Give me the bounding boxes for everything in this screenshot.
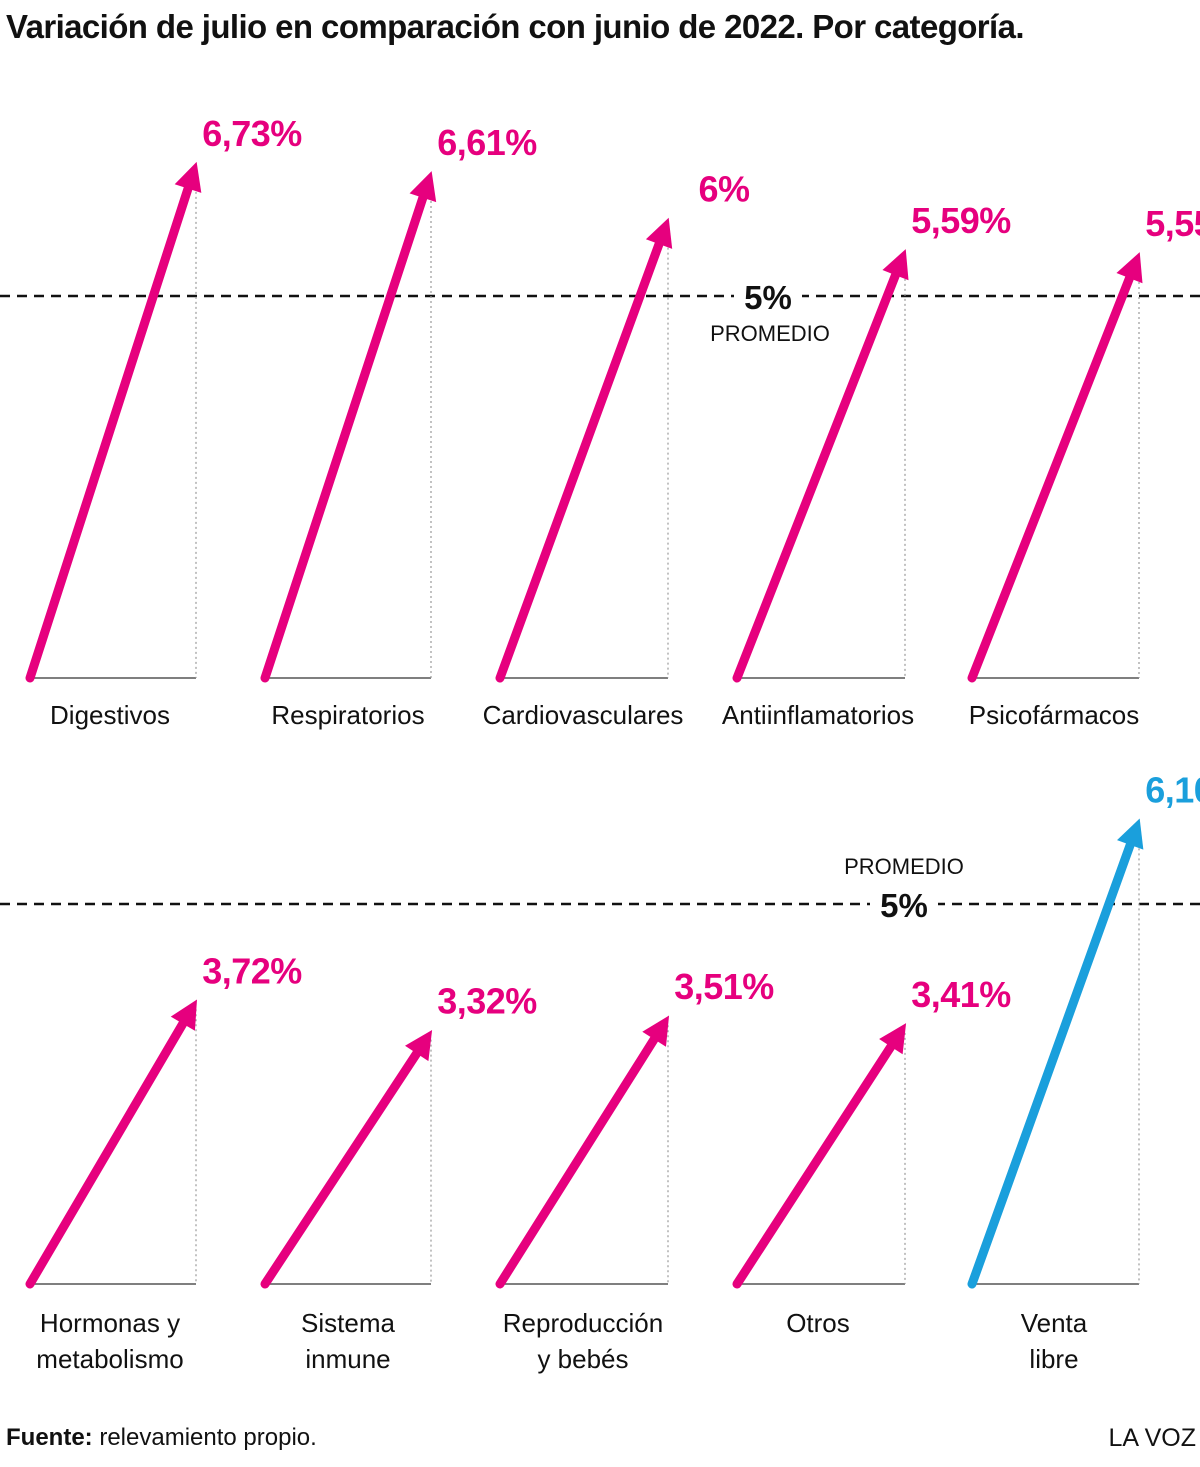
average-label-bg [870, 886, 938, 920]
value-label: 3,72% [202, 950, 302, 991]
category-label: Respiratorios [271, 700, 424, 730]
category-label: libre [1029, 1344, 1078, 1374]
category-label: Cardiovasculares [483, 700, 684, 730]
category-label: Psicofármacos [969, 700, 1140, 730]
arrow-shaft [732, 270, 900, 683]
arrow-shaft [25, 184, 193, 683]
arrow-head [642, 1015, 670, 1047]
value-label: 6% [698, 169, 750, 210]
value-label: 3,51% [674, 966, 774, 1007]
category-label: Reproducción [503, 1308, 663, 1338]
value-label: 6,73% [202, 113, 302, 154]
arrow-head [645, 217, 673, 249]
value-label: 6,61% [437, 122, 537, 163]
value-label: 5,59% [911, 200, 1011, 241]
value-label: 3,41% [911, 974, 1011, 1015]
source-note: Fuente: relevamiento propio. [6, 1424, 317, 1452]
category-label: inmune [305, 1344, 390, 1374]
arrow-head [405, 1030, 433, 1062]
arrow-head [409, 171, 437, 203]
arrow-shaft [495, 1034, 659, 1289]
chart-title: Variación de julio en comparación con ju… [6, 8, 1025, 45]
average-caption: PROMEDIO [710, 321, 830, 346]
arrow-shaft [732, 1042, 896, 1289]
brand-logo: LA VOZ [1108, 1424, 1196, 1452]
value-label: 6,10% [1145, 769, 1200, 810]
arrow-head [1117, 818, 1144, 850]
arrow-shaft [967, 273, 1134, 683]
category-label: Hormonas y [40, 1308, 180, 1338]
average-value-label: 5% [880, 887, 928, 924]
arrow-shaft [495, 239, 664, 683]
average-value-label: 5% [744, 279, 792, 316]
arrow-shaft [967, 840, 1135, 1289]
source-label: Fuente: [6, 1424, 93, 1451]
arrow-head [174, 161, 202, 193]
category-label: Antiinflamatorios [722, 700, 914, 730]
arrow-shaft [260, 193, 428, 683]
value-label: 5,55% [1145, 203, 1200, 244]
arrow-shaft [260, 1048, 422, 1289]
arrow-shaft [25, 1019, 188, 1289]
arrow-head [879, 1023, 907, 1055]
average-caption: PROMEDIO [844, 854, 964, 879]
arrow-head [882, 249, 909, 281]
average-label-bg [734, 278, 802, 312]
category-label: Sistema [301, 1308, 395, 1338]
category-label: Venta [1021, 1308, 1088, 1338]
source-text: relevamiento propio. [99, 1424, 317, 1451]
arrow-head [1116, 252, 1143, 284]
category-label: metabolismo [36, 1344, 183, 1374]
arrow-head [170, 999, 198, 1031]
category-label: Digestivos [50, 700, 170, 730]
category-label: Otros [786, 1308, 850, 1338]
value-label: 3,32% [437, 981, 537, 1022]
category-label: y bebés [537, 1344, 628, 1374]
